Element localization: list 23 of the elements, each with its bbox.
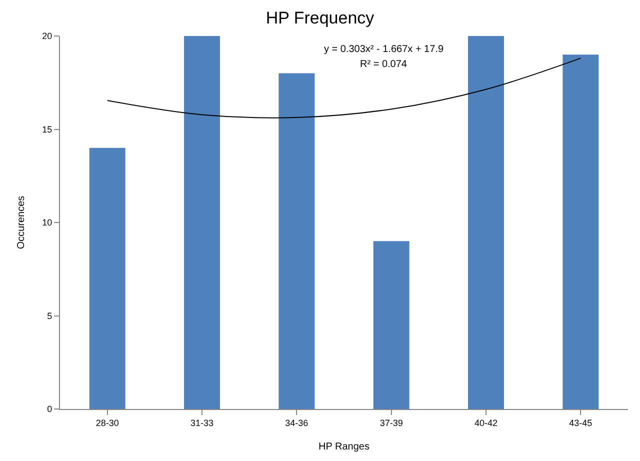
x-tick-label: 40-42 <box>474 418 498 428</box>
x-tick-label: 28-30 <box>96 418 119 428</box>
x-axis-title: HP Ranges <box>318 441 370 452</box>
bar <box>562 54 599 409</box>
y-axis-title: Occurences <box>16 196 28 250</box>
y-tick-label: 20 <box>42 31 52 42</box>
x-tick-label: 34-36 <box>285 418 308 428</box>
bar <box>468 36 504 409</box>
y-tick-label: 0 <box>47 404 52 414</box>
x-tick-label: 31-33 <box>190 418 214 428</box>
bar <box>184 36 220 409</box>
annotation: R² = 0.074 <box>360 59 408 70</box>
x-tick-label: 43-45 <box>569 418 592 428</box>
bar <box>278 73 315 409</box>
line-series <box>106 58 582 118</box>
y-tick-label: 15 <box>42 124 52 134</box>
y-tick-label: 10 <box>42 218 52 228</box>
chart-title: HP Frequency <box>266 8 375 28</box>
x-tick-label: 37-39 <box>380 418 403 428</box>
annotation: y = 0.303x² - 1.667x + 17.9 <box>324 44 444 55</box>
y-tick-label: 5 <box>47 310 52 321</box>
bar <box>373 241 410 409</box>
bar <box>89 148 126 409</box>
